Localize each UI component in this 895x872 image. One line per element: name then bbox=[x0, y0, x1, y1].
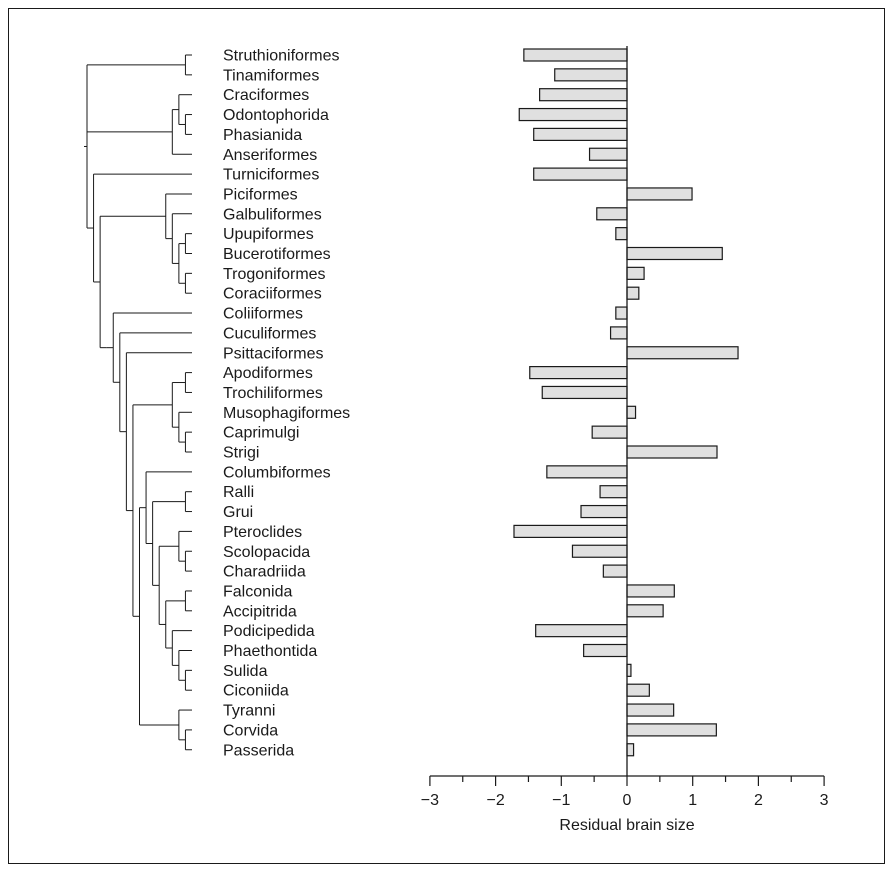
bar bbox=[626, 187, 693, 201]
taxon-label: Trogoniformes bbox=[223, 266, 326, 283]
bar bbox=[533, 167, 628, 181]
taxon-labels: Struthioniformes Tinamiformes Craciformes O… bbox=[223, 48, 350, 760]
bar bbox=[591, 425, 628, 439]
bar bbox=[626, 743, 635, 757]
taxon-label: Tinamiformes bbox=[223, 67, 319, 84]
taxon-label: Galbuliformes bbox=[223, 206, 322, 223]
bar bbox=[626, 246, 723, 261]
x-tick-label: 1 bbox=[688, 792, 697, 809]
x-tick-label: −3 bbox=[421, 792, 439, 809]
bar bbox=[571, 544, 628, 558]
taxon-label: Pteroclides bbox=[223, 524, 302, 541]
x-tick-label: 0 bbox=[623, 792, 632, 809]
taxon-label: Passerida bbox=[223, 742, 294, 759]
bar bbox=[626, 286, 640, 300]
taxon-label: Phaethontida bbox=[223, 643, 317, 660]
taxon-label: Musophagiformes bbox=[223, 405, 350, 422]
bar bbox=[599, 485, 628, 499]
taxon-label: Charadriida bbox=[223, 564, 306, 581]
bar bbox=[626, 346, 739, 360]
x-tick-label: 3 bbox=[820, 792, 829, 809]
bar bbox=[626, 445, 718, 459]
taxon-label: Scolopacida bbox=[223, 544, 310, 561]
taxon-label: Coraciiformes bbox=[223, 286, 322, 303]
taxon-label: Falconida bbox=[223, 583, 292, 600]
taxon-label: Columbiformes bbox=[223, 464, 331, 481]
bars bbox=[513, 48, 739, 757]
bar bbox=[609, 326, 628, 340]
bar bbox=[615, 306, 628, 320]
x-tick-label: −1 bbox=[552, 792, 570, 809]
bar bbox=[588, 147, 628, 161]
taxon-label: Upupiformes bbox=[223, 226, 314, 243]
taxon-label: Sulida bbox=[223, 663, 268, 680]
taxon-label: Corvida bbox=[223, 722, 278, 739]
bar bbox=[518, 107, 628, 122]
taxon-label: Trochiliformes bbox=[223, 385, 323, 402]
bar bbox=[554, 68, 628, 82]
bar bbox=[546, 465, 628, 479]
taxon-label: Anseriformes bbox=[223, 147, 317, 164]
x-tick-label: 2 bbox=[754, 792, 763, 809]
bar bbox=[626, 405, 637, 419]
phylogenetic-tree bbox=[84, 54, 192, 751]
x-axis-label: Residual brain size bbox=[559, 817, 694, 834]
taxon-label: Apodiformes bbox=[223, 365, 313, 382]
residual-brain-size-chart: Struthioniformes Tinamiformes Craciformes O… bbox=[84, 46, 829, 834]
bar bbox=[529, 366, 628, 380]
taxon-label: Odontophorida bbox=[223, 107, 329, 124]
bar bbox=[580, 504, 628, 519]
bar bbox=[533, 127, 628, 142]
bar bbox=[626, 703, 675, 717]
taxon-label: Craciformes bbox=[223, 87, 309, 104]
bar bbox=[626, 723, 717, 737]
bar bbox=[626, 604, 664, 618]
taxon-label: Accipitrida bbox=[223, 603, 297, 620]
taxon-label: Phasianida bbox=[223, 127, 302, 144]
taxon-label: Caprimulgi bbox=[223, 425, 299, 442]
taxon-label: Ralli bbox=[223, 484, 254, 501]
taxon-label: Cuculiformes bbox=[223, 325, 316, 342]
taxon-label: Grui bbox=[223, 504, 253, 521]
bar bbox=[583, 643, 628, 658]
bar bbox=[523, 48, 628, 62]
bar bbox=[626, 584, 675, 598]
taxon-label: Bucerotiformes bbox=[223, 246, 331, 263]
figure-frame: Struthioniformes Tinamiformes Craciformes O… bbox=[8, 8, 885, 864]
taxon-label: Turniciformes bbox=[223, 167, 319, 184]
bar bbox=[626, 266, 645, 280]
taxon-label: Piciformes bbox=[223, 186, 298, 203]
taxon-label: Tyranni bbox=[223, 703, 275, 720]
bar bbox=[539, 88, 628, 102]
bar bbox=[626, 683, 650, 697]
taxon-label: Podicipedida bbox=[223, 623, 315, 640]
taxon-label: Struthioniformes bbox=[223, 48, 340, 65]
bar bbox=[513, 524, 628, 539]
bar bbox=[535, 624, 628, 638]
bar bbox=[602, 564, 628, 578]
taxon-label: Strigi bbox=[223, 445, 259, 462]
taxon-label: Ciconiida bbox=[223, 683, 289, 700]
taxon-label: Psittaciformes bbox=[223, 345, 323, 362]
x-axis: −3 −2 −1 0 1 2 3 bbox=[421, 775, 829, 809]
bar bbox=[615, 227, 628, 241]
bar bbox=[596, 207, 628, 221]
taxon-label: Coliiformes bbox=[223, 306, 303, 323]
bar bbox=[541, 385, 628, 400]
x-tick-label: −2 bbox=[486, 792, 504, 809]
